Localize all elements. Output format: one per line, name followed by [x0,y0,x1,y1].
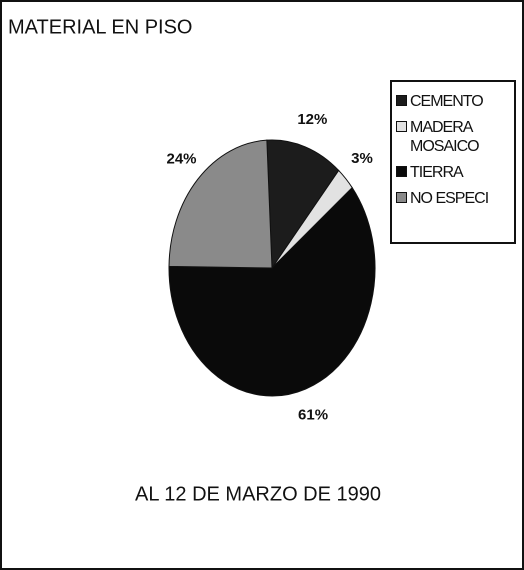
chart-subtitle: AL 12 DE MARZO DE 1990 [135,483,381,505]
pie-slice [168,186,376,397]
legend-swatch [396,166,407,177]
legend-item: NO ESPECI [396,189,510,208]
legend: CEMENTO MADERA MOSAICO TIERRA NO ESPECI [390,80,516,244]
data-label: 24% [166,151,196,168]
legend-label: NO ESPECI [410,190,489,207]
legend-label: CEMENTO [410,93,484,110]
legend-item: TIERRA [396,163,510,182]
legend-item: MADERA MOSAICO [396,118,510,156]
legend-label: MADERA MOSAICO [410,119,480,155]
legend-swatch [396,95,407,106]
pie-slice [266,139,340,270]
pie-slice [168,139,273,269]
legend-item: CEMENTO [396,92,510,111]
legend-label: TIERRA [410,164,464,181]
legend-swatch [396,192,407,203]
legend-swatch [396,121,407,132]
data-label: 61% [298,407,328,424]
chart-title: MATERIAL EN PISO [8,16,192,38]
data-label: 3% [351,150,373,167]
data-label: 12% [297,111,327,128]
